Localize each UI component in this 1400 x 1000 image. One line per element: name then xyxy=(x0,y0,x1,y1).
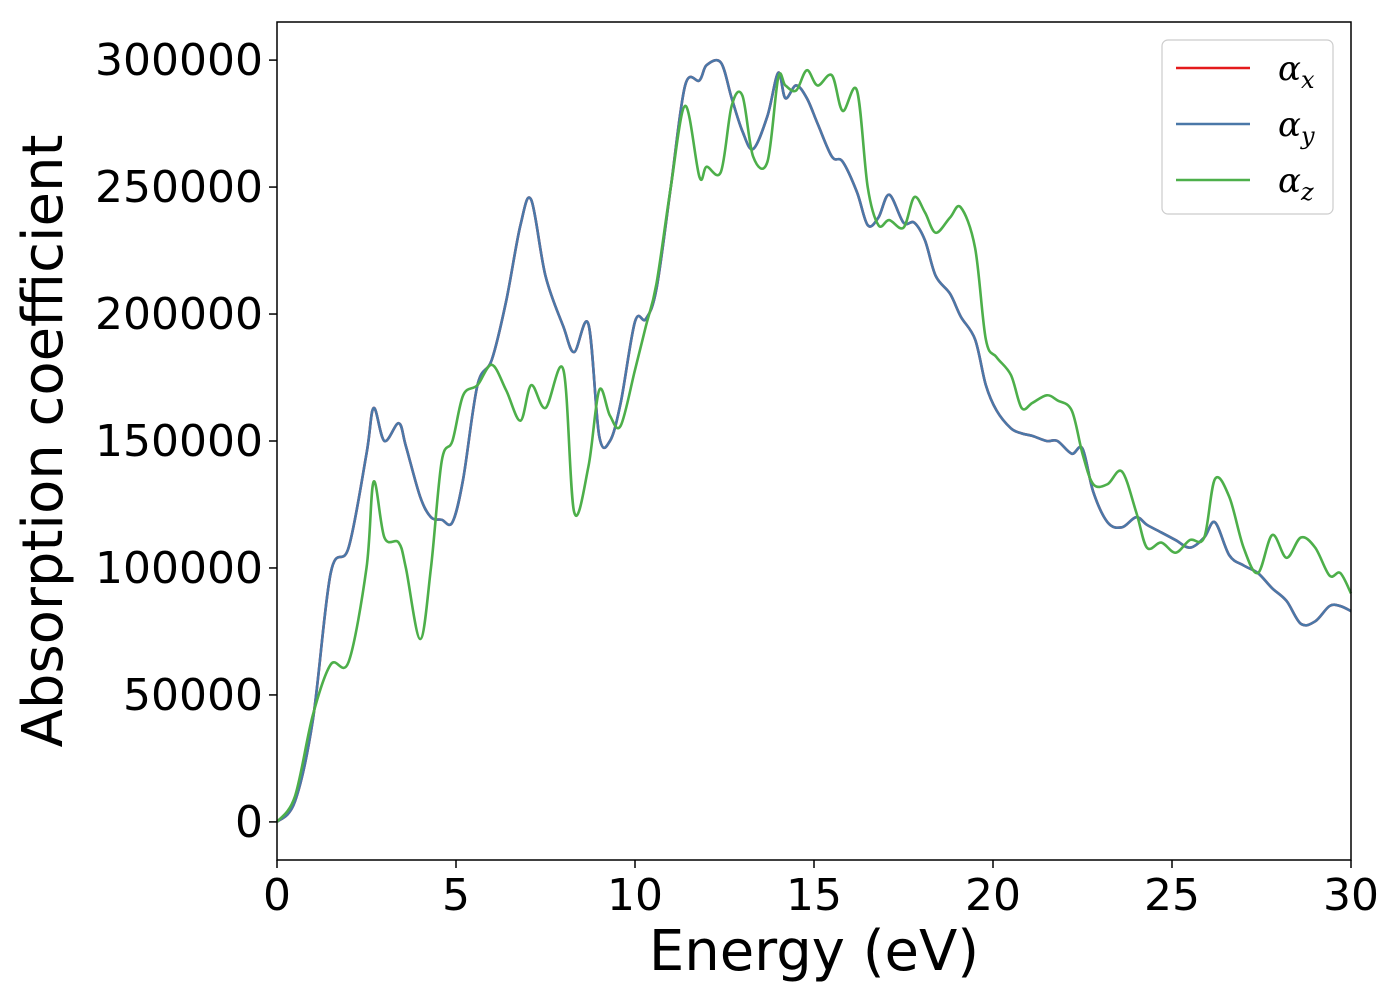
y-axis-label: Absorption coefficient xyxy=(11,135,76,748)
series-line-3 xyxy=(275,68,1353,823)
x-tick-label: 10 xyxy=(607,870,663,921)
y-tick-label: 200000 xyxy=(95,289,263,340)
legend-box xyxy=(1161,39,1334,215)
x-axis-label: Energy (eV) xyxy=(649,919,979,984)
y-tick-label: 0 xyxy=(235,797,263,848)
x-tick-label: 20 xyxy=(965,870,1021,921)
y-tick-label: 150000 xyxy=(95,416,263,467)
y-tick-label: 50000 xyxy=(123,670,263,721)
x-tick-label: 0 xyxy=(263,870,291,921)
legend: αx αy αz xyxy=(1161,39,1334,215)
y-axis-ticks: 0 50000 100000 150000 200000 250000 300000 xyxy=(95,35,277,848)
legend-label: αx xyxy=(1278,49,1315,94)
y-tick-label: 300000 xyxy=(95,35,263,86)
x-tick-label: 15 xyxy=(786,870,842,921)
y-tick-label: 250000 xyxy=(95,162,263,213)
legend-label: αz xyxy=(1278,161,1314,206)
plot-lines xyxy=(275,58,1353,823)
y-tick-label: 100000 xyxy=(95,543,263,594)
x-tick-label: 25 xyxy=(1144,870,1200,921)
x-tick-label: 30 xyxy=(1323,870,1379,921)
legend-label: αy xyxy=(1278,105,1315,150)
x-axis-ticks: 0 5 10 15 20 25 30 xyxy=(263,860,1379,921)
x-tick-label: 5 xyxy=(442,870,470,921)
